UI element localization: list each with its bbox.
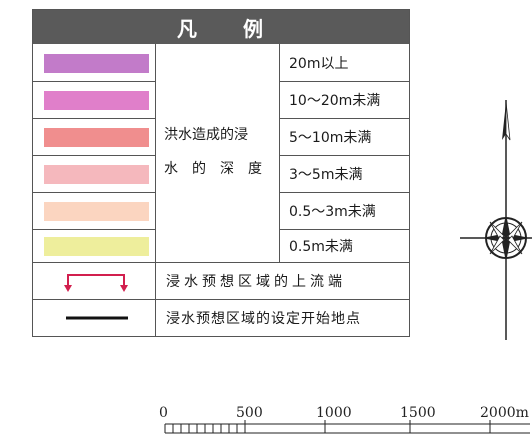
legend-row-divider — [33, 192, 155, 193]
depth-swatch-2 — [44, 91, 149, 110]
start-point-label: 浸水预想区域的设定开始地点 — [166, 310, 361, 327]
depth-swatch-6 — [44, 237, 149, 256]
map-legend: 凡 例 20m以上 10～20m未满 5～10m未满 3～5m未满 0.5～3m… — [32, 9, 410, 337]
legend-divider-col1 — [155, 44, 156, 336]
scale-tick-label-1000: 1000 — [316, 405, 352, 421]
legend-title-part1: 凡 — [177, 16, 199, 41]
scale-tick-label-1500: 1500 — [400, 405, 436, 421]
depth-label-6: 0.5m未满 — [289, 238, 353, 255]
scale-tick-label-0: 0 — [159, 405, 168, 421]
depth-caption-line2: 水的深度 — [164, 161, 276, 177]
legend-row-divider — [33, 299, 409, 300]
depth-label-2: 10～20m未满 — [289, 92, 381, 109]
legend-row-divider — [33, 81, 155, 82]
legend-row-divider — [33, 118, 155, 119]
legend-row-divider — [279, 155, 409, 156]
depth-label-3: 5～10m未满 — [289, 129, 372, 146]
legend-row-divider — [33, 262, 409, 263]
depth-label-1: 20m以上 — [289, 55, 349, 72]
legend-divider-col2 — [279, 44, 280, 262]
depth-swatch-1 — [44, 54, 149, 73]
legend-title: 凡 例 — [33, 10, 409, 44]
legend-row-divider — [279, 118, 409, 119]
depth-label-4: 3～5m未满 — [289, 166, 363, 183]
scale-tick-label-2000m: 2000m — [480, 405, 529, 421]
depth-label-5: 0.5～3m未满 — [289, 203, 376, 220]
depth-caption-line1: 洪水造成的浸 — [164, 127, 248, 143]
depth-swatch-3 — [44, 128, 149, 147]
compass-rose-icon — [460, 100, 532, 340]
depth-caption: 洪水造成的浸 水的深度 — [164, 118, 279, 186]
legend-row-divider — [33, 155, 155, 156]
scale-bar — [164, 420, 530, 434]
depth-swatch-4 — [44, 165, 149, 184]
depth-swatch-5 — [44, 202, 149, 221]
legend-row-divider — [279, 192, 409, 193]
scale-tick-label-500: 500 — [236, 405, 263, 421]
legend-row-divider — [33, 229, 155, 230]
start-point-line-icon — [66, 316, 128, 320]
upstream-end-label: 浸水预想区域的上流端 — [166, 273, 346, 290]
legend-row-divider — [279, 81, 409, 82]
upstream-end-icon — [64, 274, 128, 292]
legend-row-divider — [279, 229, 409, 230]
legend-title-part2: 例 — [243, 16, 265, 41]
